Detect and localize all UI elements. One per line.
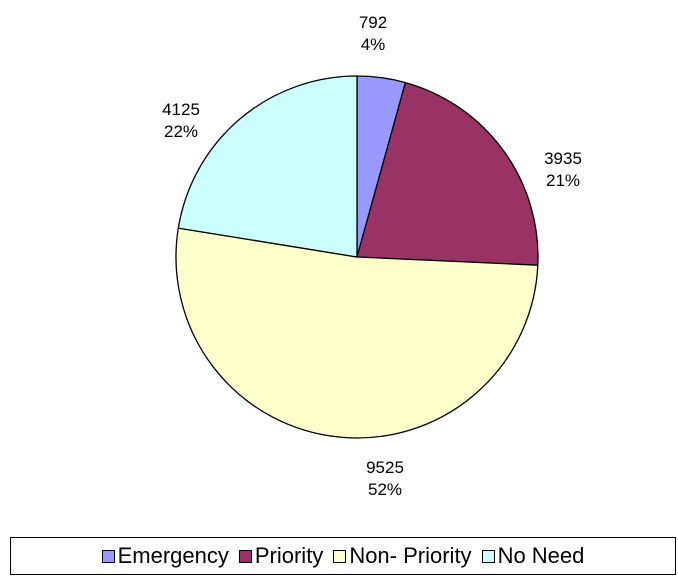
legend-swatch <box>101 549 115 563</box>
legend-item-emergency: Emergency <box>101 543 229 569</box>
legend-label: Emergency <box>117 543 229 568</box>
legend: Emergency Priority Non- Priority No Need <box>10 537 676 575</box>
data-label-percent: 21% <box>545 171 581 190</box>
data-label-percent: 22% <box>163 122 199 141</box>
pie-slice-no-need <box>177 75 358 258</box>
legend-label: Non- Priority <box>349 543 472 568</box>
data-label-value: 792 <box>358 13 388 32</box>
legend-item-priority: Priority <box>238 543 324 569</box>
data-label-no-need: 4125 22% <box>141 99 221 143</box>
legend-swatch <box>333 549 347 563</box>
data-label-non-priority: 9525 52% <box>345 457 425 501</box>
legend-swatch <box>481 549 495 563</box>
data-label-percent: 52% <box>367 480 403 499</box>
legend-item-no-need: No Need <box>481 543 585 569</box>
legend-item-non-priority: Non- Priority <box>333 543 472 569</box>
pie-chart <box>175 75 539 439</box>
pie-slice-priority <box>356 81 539 266</box>
legend-swatch <box>238 549 252 563</box>
legend-label: Priority <box>254 543 324 568</box>
data-label-emergency: 792 4% <box>333 12 413 56</box>
chart-area: 792 4% 3935 21% 9525 52% 4125 22% <box>141 12 603 501</box>
data-label-percent: 4% <box>360 35 386 54</box>
pie-slice-non-priority <box>175 227 539 439</box>
legend-label: No Need <box>497 543 585 568</box>
data-label-value: 4125 <box>162 100 200 119</box>
data-label-value: 3935 <box>544 149 582 168</box>
data-label-priority: 3935 21% <box>523 148 603 192</box>
data-label-value: 9525 <box>366 458 404 477</box>
